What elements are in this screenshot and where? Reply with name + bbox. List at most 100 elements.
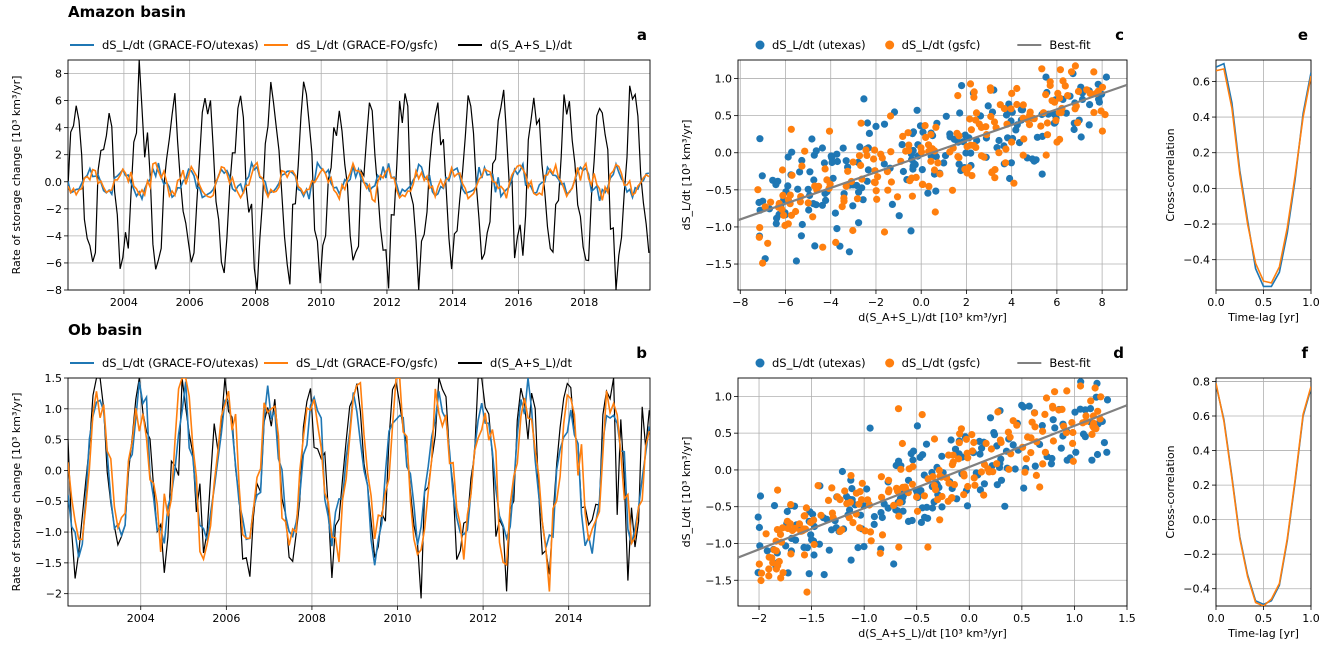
point-gsfc <box>1097 107 1105 115</box>
point-gsfc <box>930 435 939 443</box>
point-utexas <box>833 225 841 233</box>
point-utexas <box>884 504 892 512</box>
point-gsfc <box>870 178 879 186</box>
point-utexas <box>1076 405 1084 413</box>
panel-c: −8 −6 −4 −2 0.0 2 4 6 8 −1.5 −1.0 −0.5 0.0 0.5 1.0 c dS_… <box>680 26 1128 324</box>
point-gsfc <box>1019 151 1027 159</box>
point-gsfc <box>872 187 880 195</box>
point-gsfc <box>1037 122 1045 130</box>
point-utexas <box>932 187 940 195</box>
point-gsfc <box>898 439 907 448</box>
point-gsfc <box>1074 87 1083 95</box>
point-gsfc <box>1098 127 1106 135</box>
point-gsfc <box>987 112 995 121</box>
point-gsfc <box>927 130 935 139</box>
point-gsfc <box>800 551 809 559</box>
point-gsfc <box>970 438 978 447</box>
point-utexas <box>818 144 827 152</box>
point-utexas <box>1033 133 1041 141</box>
point-utexas <box>895 212 903 220</box>
point-gsfc <box>904 129 912 137</box>
point-gsfc <box>845 514 853 522</box>
x-axis-label: d(S_A+S_L)/dt [10³ km³/yr] <box>858 627 1007 640</box>
y-tick-label: 0.5 <box>715 110 733 123</box>
x-tick-label: 2014 <box>555 612 583 625</box>
point-utexas <box>888 200 897 208</box>
point-gsfc <box>810 540 818 549</box>
point-utexas <box>956 109 964 117</box>
point-utexas <box>1070 125 1078 134</box>
legend: dS_L/dt (GRACE-FO/utexas) dS_L/dt (GRACE-… <box>70 356 572 370</box>
x-tick-label: 1.5 <box>1118 612 1136 625</box>
point-utexas <box>1031 462 1039 470</box>
point-gsfc <box>765 565 773 573</box>
point-gsfc <box>853 195 862 203</box>
point-utexas <box>880 120 889 128</box>
x-tick-label: −1.0 <box>851 612 878 625</box>
point-utexas <box>758 172 766 180</box>
point-gsfc <box>825 127 834 135</box>
y-tick-label: 1.0 <box>715 73 733 86</box>
point-gsfc <box>778 205 786 213</box>
point-gsfc <box>775 557 783 566</box>
point-gsfc <box>953 129 961 137</box>
point-gsfc <box>1056 94 1064 102</box>
x-tick-label: 0.0 <box>912 296 930 309</box>
point-utexas <box>805 206 813 214</box>
point-gsfc <box>878 493 886 501</box>
legend-label: dS_L/dt (GRACE-FO/gsfc) <box>296 38 438 52</box>
point-gsfc <box>777 574 785 582</box>
point-utexas <box>860 95 868 103</box>
point-gsfc <box>1094 407 1102 415</box>
point-utexas <box>798 156 806 165</box>
point-gsfc <box>993 460 1001 468</box>
legend-marker <box>885 40 895 50</box>
point-utexas <box>1086 101 1094 109</box>
panel-letter-f: f <box>1301 344 1308 362</box>
point-gsfc <box>1038 65 1046 73</box>
y-tick-label: 0.0 <box>715 464 733 477</box>
point-gsfc <box>970 88 978 96</box>
x-tick-label: 2012 <box>469 612 497 625</box>
point-utexas <box>940 159 948 167</box>
point-gsfc <box>968 431 976 439</box>
point-gsfc <box>934 159 942 167</box>
point-gsfc <box>966 80 975 88</box>
point-utexas <box>1072 448 1080 456</box>
point-gsfc <box>857 119 865 127</box>
point-gsfc <box>1032 471 1040 479</box>
point-utexas <box>1011 465 1019 473</box>
panel-f: 0.0 0.5 1.0 −0.4 −0.2 0.0 0.2 0.4 0.6 0.8 f Cross-c… <box>1164 344 1320 640</box>
point-utexas <box>878 513 886 522</box>
point-gsfc <box>769 559 777 567</box>
point-gsfc <box>867 537 875 545</box>
point-gsfc <box>1055 406 1063 414</box>
point-gsfc <box>852 489 861 497</box>
y-tick-label: −2 <box>46 203 62 216</box>
point-gsfc <box>1039 460 1047 468</box>
point-utexas <box>798 220 806 229</box>
x-tick-label: −0.5 <box>903 612 930 625</box>
point-gsfc <box>980 491 988 499</box>
point-utexas <box>946 130 954 138</box>
point-utexas <box>754 513 762 521</box>
plot-layer: 2004 2006 2008 2010 2012 2014 2016 2018 −8 −6 −4 −2… <box>10 26 1320 640</box>
point-utexas <box>909 447 918 455</box>
point-gsfc <box>1020 135 1028 143</box>
point-utexas <box>958 82 966 90</box>
point-utexas <box>947 436 955 444</box>
point-gsfc <box>887 148 895 156</box>
point-utexas <box>907 227 915 235</box>
point-gsfc <box>779 191 787 199</box>
point-utexas <box>1042 73 1050 81</box>
point-gsfc <box>1052 116 1060 124</box>
point-gsfc <box>823 176 831 184</box>
x-axis-label: d(S_A+S_L)/dt [10³ km³/yr] <box>858 311 1007 324</box>
y-axis-label: Cross-correlation <box>1164 445 1177 538</box>
point-gsfc <box>767 198 775 206</box>
point-gsfc <box>1028 418 1036 426</box>
axes-frame <box>737 59 1128 291</box>
point-gsfc <box>1042 151 1050 159</box>
y-tick-label: 0.4 <box>1193 445 1211 458</box>
point-gsfc <box>780 211 788 219</box>
